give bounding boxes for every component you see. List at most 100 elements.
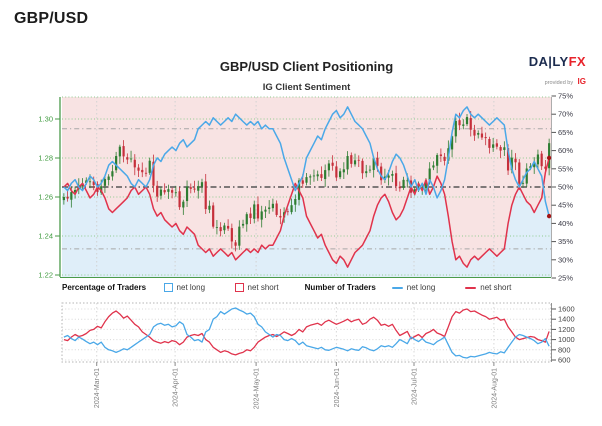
candle-body [454, 120, 457, 137]
candle-body [387, 175, 390, 178]
candle-body [212, 205, 215, 227]
pct-net-long-line [63, 106, 550, 217]
candle-body [525, 168, 528, 184]
candle-body [129, 158, 133, 160]
candle-body [219, 227, 222, 232]
candle-body [324, 170, 327, 180]
net-long-end-marker [546, 213, 552, 219]
candle-body [100, 186, 103, 193]
candle-body [167, 189, 170, 192]
candle-body [92, 181, 95, 185]
candle-body [398, 186, 401, 189]
candle-body [372, 158, 375, 171]
candle-body [469, 118, 472, 130]
candle-body [510, 157, 513, 171]
candle-body [361, 160, 364, 174]
candle-body [290, 205, 293, 213]
percent-axis-tick-label: 75% [558, 92, 573, 101]
candle-body [122, 146, 125, 157]
candle-body [428, 168, 431, 181]
net-long-fill-area [62, 187, 551, 277]
candle-body [238, 226, 241, 246]
date-axis-tick-label: 2024-Mar-01 [94, 368, 101, 408]
candle-body [85, 180, 88, 184]
candle-body [462, 124, 465, 126]
candle-body [286, 211, 289, 213]
candle-body [312, 175, 316, 177]
net-short-end-marker [546, 155, 552, 161]
candle-body [477, 133, 480, 135]
candle-body [230, 228, 233, 242]
candle-body [480, 133, 484, 138]
candle-body [294, 198, 297, 205]
candle-body [163, 190, 166, 193]
count-axis-tick-label: 800 [558, 345, 571, 354]
candle-body [338, 171, 342, 178]
candle-body [301, 180, 304, 184]
candle-body [432, 165, 435, 168]
candle-body [118, 146, 121, 157]
candle-body [204, 181, 207, 210]
candle-body [316, 174, 319, 177]
candle-body [234, 242, 237, 246]
date-axis-tick-label: 2024-Jul-01 [412, 368, 419, 405]
candle-body [249, 213, 252, 219]
legend-pct-net-short: net short [235, 283, 279, 292]
candle-body [227, 225, 230, 229]
candle-body [450, 136, 454, 150]
candle-body [492, 144, 495, 148]
percent-axis-tick-label: 50% [558, 183, 573, 192]
candle-body [279, 215, 282, 218]
candle-body [439, 154, 442, 157]
candle-body [275, 203, 278, 215]
net-long-line-icon [391, 286, 403, 289]
candle-body [357, 159, 360, 161]
chart-title: GBP/USD Client Positioning [219, 59, 394, 74]
candle-body [540, 153, 543, 167]
candle-body [518, 162, 521, 184]
logo-ig-text: IG [577, 77, 586, 86]
price-axis-tick-label: 1.22 [38, 271, 53, 280]
candle-body [544, 166, 547, 169]
dailyfx-wordmark: DA|LYFX [529, 54, 586, 70]
candle-body [331, 162, 334, 166]
candle-body [503, 147, 506, 150]
candle-body [380, 166, 383, 181]
chart-legend: Percentage of Traders net long net short… [62, 283, 551, 292]
page-title: GBP/USD [14, 10, 89, 27]
candle-body [335, 166, 338, 178]
candle-body [536, 154, 540, 165]
candle-body [353, 160, 357, 165]
candle-body [126, 157, 129, 160]
pct-net-short-line [63, 157, 550, 268]
candle-body [185, 186, 189, 202]
candle-body [137, 167, 140, 171]
main-gridlines [62, 96, 551, 277]
candle-body [521, 182, 525, 184]
net-short-line-icon [465, 286, 477, 289]
legend-pct-net-long: net long [164, 283, 205, 292]
logo-provided-by: provided by IG [529, 72, 586, 88]
candle-body [200, 182, 204, 187]
date-axis-tick-label: 2024-Aug-01 [491, 368, 498, 409]
candle-body [253, 204, 256, 219]
candle-body [171, 190, 174, 193]
logo-fx-text: FX [568, 54, 586, 69]
percent-axis-tick-label: 60% [558, 146, 573, 155]
date-axis-tick-label: 2024-Apr-01 [173, 368, 180, 407]
main-axes: 1.30 1.28 1.26 1.24 1.22 75% 70% 65% 60% 55% 50% 45… [38, 92, 573, 283]
percent-axis-tick-label: 70% [558, 110, 573, 119]
candle-body [346, 156, 349, 170]
candle-body [391, 173, 394, 176]
legend-net-long-label: net long [176, 283, 206, 292]
candle-body [376, 157, 379, 166]
candle-body [368, 169, 372, 171]
candle-body [443, 156, 446, 161]
candle-body [141, 169, 144, 173]
candle-body [70, 192, 73, 200]
candle-body [309, 176, 312, 178]
candle-body [268, 207, 271, 209]
price-axis-tick-label: 1.24 [38, 232, 53, 241]
candle-body [514, 158, 517, 163]
logo-provided-text: provided by [544, 80, 574, 86]
